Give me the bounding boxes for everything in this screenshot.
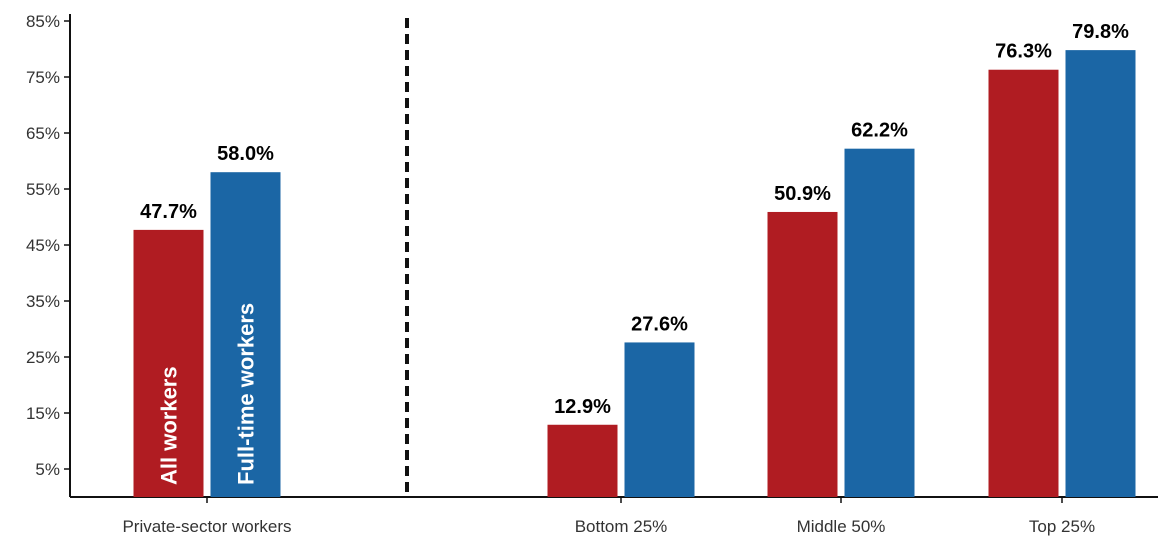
x-category-label: Top 25% xyxy=(1029,517,1095,536)
bar xyxy=(133,229,204,497)
y-axis: 5% 15% 25% 35% 45% 55% 65% 75% 85% xyxy=(26,12,71,497)
x-category-label: Bottom 25% xyxy=(575,517,668,536)
y-tick-label: 15% xyxy=(26,404,60,423)
bar xyxy=(844,148,915,497)
data-label: 47.7% xyxy=(140,201,197,223)
bar xyxy=(547,424,618,497)
data-label: 50.9% xyxy=(774,183,831,205)
bars xyxy=(133,50,1136,498)
y-tick-label: 5% xyxy=(35,460,60,479)
x-category-label: Private-sector workers xyxy=(122,517,291,536)
data-label: 62.2% xyxy=(851,120,908,142)
y-tick-label: 25% xyxy=(26,348,60,367)
y-tick-label: 45% xyxy=(26,236,60,255)
y-tick-label: 55% xyxy=(26,180,60,199)
data-label: 27.6% xyxy=(631,313,688,335)
series-labels: All workers Full-time workers xyxy=(157,303,259,485)
y-tick-label: 85% xyxy=(26,12,60,31)
bar xyxy=(767,211,838,497)
data-label: 58.0% xyxy=(217,143,274,165)
x-axis: Private-sector workers Bottom 25% Middle 5… xyxy=(70,496,1158,536)
y-tick-label: 35% xyxy=(26,292,60,311)
bar xyxy=(1065,50,1136,498)
bar xyxy=(624,342,695,497)
data-label: 76.3% xyxy=(995,41,1052,63)
series-name-label: Full-time workers xyxy=(234,303,259,485)
data-labels: 47.7% 12.9% 50.9% 76.3% 58.0% 27.6% 62.2% 79.8% xyxy=(140,21,1129,418)
x-category-label: Middle 50% xyxy=(797,517,886,536)
y-tick-label: 75% xyxy=(26,68,60,87)
bar xyxy=(210,172,281,497)
bar xyxy=(988,69,1059,497)
y-tick-label: 65% xyxy=(26,124,60,143)
data-label: 12.9% xyxy=(554,396,611,418)
data-label: 79.8% xyxy=(1072,21,1129,43)
series-name-label: All workers xyxy=(157,366,182,485)
